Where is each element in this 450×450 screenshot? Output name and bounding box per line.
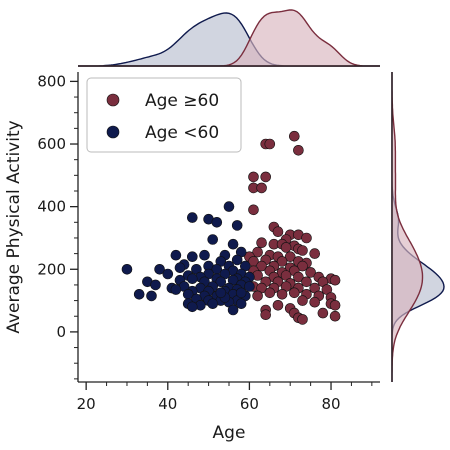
legend-marker	[106, 125, 120, 139]
legend-label: Age ≥60	[145, 91, 219, 111]
legend: Age ≥60 Age <60	[86, 77, 242, 153]
data-point-age-under-60	[207, 234, 218, 245]
data-point-age-60-plus	[256, 237, 267, 248]
data-point-age-60-plus	[264, 138, 276, 150]
legend-marker	[106, 93, 120, 107]
data-point-age-under-60	[154, 263, 165, 275]
data-point-age-60-plus	[297, 245, 308, 256]
data-point-age-60-plus	[301, 232, 312, 244]
data-point-age-60-plus	[256, 182, 267, 194]
x-axis-label: Age	[213, 423, 246, 443]
data-point-age-under-60	[162, 268, 174, 280]
data-point-age-60-plus	[256, 260, 267, 272]
data-point-age-under-60	[223, 201, 235, 212]
data-point-age-60-plus	[293, 271, 304, 283]
y-tick-label: 600	[37, 135, 66, 153]
data-point-age-under-60	[211, 217, 223, 228]
data-point-age-under-60	[199, 249, 210, 261]
data-point-age-under-60	[187, 212, 198, 223]
data-point-age-60-plus	[309, 248, 321, 259]
data-point-age-60-plus	[276, 256, 288, 267]
data-point-age-60-plus	[272, 299, 284, 311]
data-point-age-60-plus	[252, 290, 263, 302]
data-point-age-60-plus	[293, 145, 304, 156]
right-marginal-kde	[391, 72, 445, 382]
data-point-age-60-plus	[288, 130, 300, 142]
x-tick-label: 80	[321, 395, 340, 413]
x-tick-label: 40	[158, 395, 177, 413]
x-tick-label: 20	[77, 395, 96, 413]
data-point-age-under-60	[235, 287, 247, 299]
scatter-plot-area	[121, 130, 341, 325]
data-point-age-60-plus	[297, 314, 308, 325]
x-tick-label: 60	[240, 395, 259, 413]
data-point-age-under-60	[150, 279, 161, 291]
data-point-age-60-plus	[305, 267, 316, 278]
data-point-age-60-plus	[248, 204, 259, 216]
data-point-age-under-60	[170, 284, 182, 295]
data-point-age-60-plus	[297, 295, 308, 306]
y-tick-label: 800	[37, 72, 66, 90]
data-point-age-60-plus	[284, 251, 296, 263]
data-point-age-under-60	[187, 251, 198, 263]
data-point-age-60-plus	[309, 296, 321, 308]
data-point-age-60-plus	[301, 276, 312, 288]
y-tick-label: 400	[37, 198, 66, 216]
legend-label: Age <60	[145, 123, 219, 143]
data-point-age-under-60	[133, 288, 145, 300]
top-marginal-kde	[78, 9, 380, 67]
data-point-age-under-60	[187, 301, 198, 313]
data-point-age-under-60	[170, 249, 182, 261]
data-point-age-under-60	[187, 273, 198, 285]
data-point-age-60-plus	[260, 309, 272, 321]
data-point-age-under-60	[215, 287, 227, 299]
data-point-age-under-60	[207, 298, 218, 310]
data-point-age-under-60	[227, 238, 239, 250]
y-tick-label: 200	[37, 260, 66, 278]
data-point-age-under-60	[174, 262, 186, 274]
axes: 0 200 400 600 800 20 40 60 80	[37, 72, 380, 413]
y-tick-label: 0	[56, 323, 66, 341]
y-axis-label: Average Physical Activity	[4, 120, 24, 333]
data-point-age-under-60	[215, 276, 227, 288]
data-point-age-60-plus	[288, 287, 300, 299]
data-point-age-60-plus	[276, 288, 288, 300]
data-point-age-under-60	[146, 290, 157, 302]
data-point-age-60-plus	[280, 242, 292, 253]
data-point-age-under-60	[121, 263, 133, 275]
data-point-age-60-plus	[329, 299, 341, 311]
data-point-age-60-plus	[297, 260, 308, 272]
data-point-age-60-plus	[272, 226, 284, 237]
data-point-age-under-60	[231, 220, 243, 231]
data-point-age-under-60	[235, 298, 247, 310]
legend-box	[86, 77, 242, 153]
data-point-age-under-60	[244, 281, 255, 292]
data-point-age-60-plus	[317, 307, 329, 319]
right-kde-age-60-plus	[391, 72, 424, 382]
data-point-age-60-plus	[260, 171, 272, 183]
data-point-age-under-60	[231, 254, 243, 266]
data-point-age-under-60	[227, 304, 239, 316]
data-point-age-60-plus	[248, 171, 259, 183]
data-point-age-60-plus	[329, 274, 341, 286]
data-point-age-60-plus	[252, 246, 263, 258]
data-point-age-60-plus	[264, 287, 276, 299]
data-point-age-60-plus	[329, 310, 341, 322]
